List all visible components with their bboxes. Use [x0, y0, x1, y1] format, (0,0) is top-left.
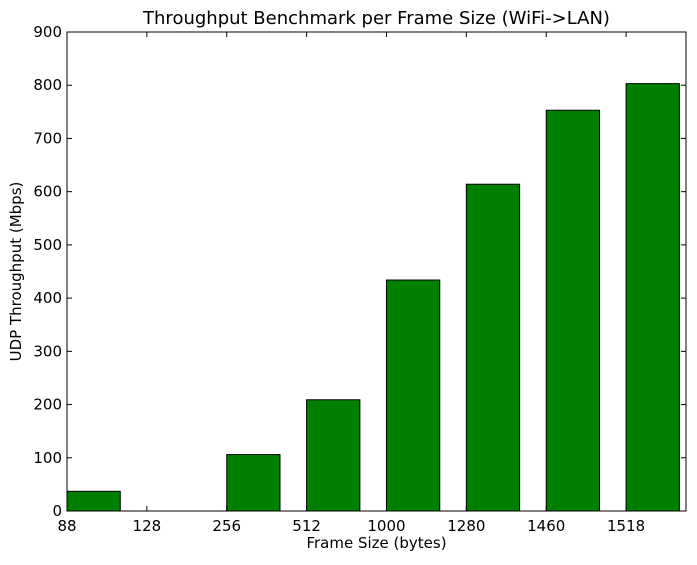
x-tick-label: 1518 [607, 517, 645, 535]
y-tick-label: 800 [33, 76, 62, 94]
bar-1280 [465, 183, 521, 512]
ticks-layer: 88 128 256 512 1000 1280 1460 1518 0 100 200 300 400… [33, 23, 686, 535]
y-tick-label: 300 [33, 342, 62, 360]
y-tick-label: 600 [33, 183, 62, 201]
x-axis-label: Frame Size (bytes) [306, 534, 446, 552]
bar-1460 [545, 109, 600, 512]
plot-frame [66, 31, 687, 512]
y-tick-label: 500 [33, 236, 62, 254]
x-tick-label: 256 [212, 517, 241, 535]
bar-1518 [625, 83, 680, 512]
y-tick-label: 700 [33, 129, 62, 147]
x-tick-label: 1460 [527, 517, 565, 535]
x-tick-label: 88 [57, 517, 76, 535]
y-tick-label: 200 [33, 396, 62, 414]
y-tick-label: 0 [52, 502, 62, 520]
x-tick-label: 1000 [367, 517, 405, 535]
y-tick-label: 400 [33, 289, 62, 307]
bar-1000 [385, 279, 441, 512]
bars-layer [66, 83, 680, 512]
chart-title: Throughput Benchmark per Frame Size (WiF… [142, 8, 610, 29]
x-tick-label: 512 [292, 517, 321, 535]
bar-88 [66, 490, 121, 512]
bar-512 [306, 399, 361, 512]
y-tick-label: 900 [33, 23, 62, 41]
x-tick-label: 1280 [447, 517, 485, 535]
y-tick-label: 100 [33, 449, 62, 467]
bar-256 [226, 454, 281, 512]
x-tick-label: 128 [133, 517, 162, 535]
y-axis-label: UDP Throughput (Mbps) [7, 182, 25, 362]
